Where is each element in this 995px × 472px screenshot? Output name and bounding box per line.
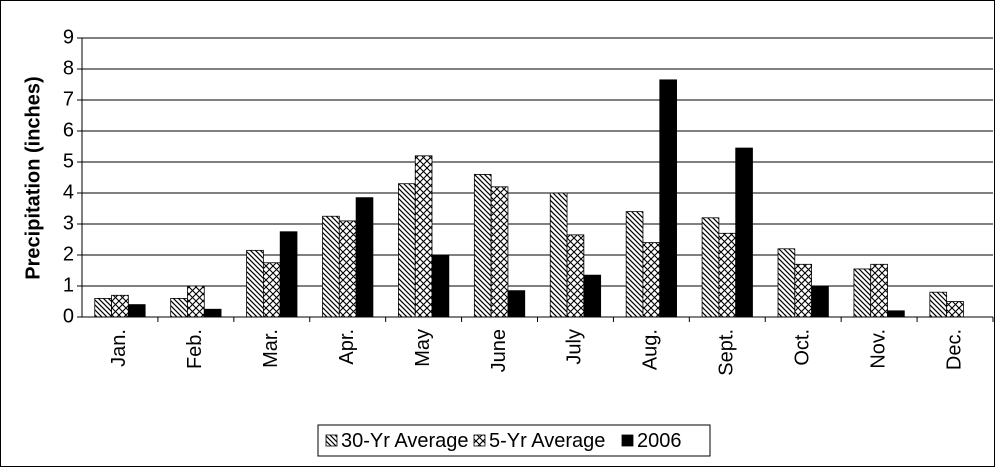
legend-label: 2006 <box>637 430 682 452</box>
x-tick-label: Oct. <box>791 329 813 366</box>
bar <box>642 242 661 318</box>
y-tick-label: 5 <box>63 150 74 172</box>
x-tick-label: Sept. <box>716 329 738 376</box>
bar <box>583 274 602 318</box>
bar <box>625 211 644 318</box>
bar <box>111 294 129 318</box>
bar <box>322 215 340 318</box>
bar <box>473 173 492 318</box>
bar <box>127 304 146 318</box>
bar <box>490 186 509 318</box>
bar <box>398 183 416 318</box>
y-tick-label: 1 <box>63 274 74 296</box>
legend-box <box>317 424 711 457</box>
x-tick-label: Feb. <box>184 329 206 369</box>
bar <box>929 291 948 318</box>
bar <box>718 232 737 318</box>
bar <box>870 263 888 318</box>
bar <box>355 197 374 318</box>
bar <box>946 301 964 318</box>
legend-label: 5-Yr Average <box>489 430 605 452</box>
bar <box>187 285 205 318</box>
x-tick-label: Jan. <box>108 329 130 367</box>
bar <box>659 79 677 318</box>
legend-swatch <box>621 434 634 447</box>
y-tick-label: 8 <box>63 57 74 79</box>
y-tick-label: 7 <box>63 88 74 110</box>
bar <box>566 234 585 318</box>
x-tick-label: Dec. <box>943 329 965 370</box>
bar <box>887 310 905 318</box>
x-tick-label: Apr. <box>336 329 358 365</box>
x-tick-label: Aug. <box>640 329 662 370</box>
legend-label: 30-Yr Average <box>341 430 469 452</box>
bar <box>701 217 720 318</box>
bar <box>170 297 188 318</box>
bar <box>777 248 796 318</box>
bar <box>262 262 281 318</box>
x-tick-label: July <box>564 329 586 365</box>
y-tick-label: 3 <box>63 212 74 234</box>
x-tick-label: Mar. <box>260 329 282 368</box>
legend-swatch <box>473 434 486 447</box>
y-tick-label: 4 <box>63 181 74 203</box>
bar <box>203 308 222 318</box>
y-tick-label: 9 <box>63 26 74 48</box>
bar <box>279 231 298 318</box>
bar <box>338 220 357 318</box>
bar <box>735 147 753 318</box>
y-tick-label: 6 <box>63 119 74 141</box>
y-axis-label: Precipitation (inches) <box>22 76 44 279</box>
bar <box>414 155 433 318</box>
bar <box>431 254 450 318</box>
bar <box>794 263 813 318</box>
x-tick-label: Nov. <box>867 329 889 369</box>
y-tick-label: 0 <box>63 305 74 327</box>
x-tick-label: June <box>488 329 510 372</box>
legend-swatch <box>325 434 338 447</box>
bar <box>94 297 112 318</box>
x-tick-label: May <box>412 329 434 367</box>
bar <box>853 268 872 318</box>
y-tick-label: 2 <box>63 243 74 265</box>
bar <box>246 249 264 318</box>
bar <box>811 285 829 318</box>
bar <box>549 192 568 318</box>
bar <box>507 290 526 318</box>
